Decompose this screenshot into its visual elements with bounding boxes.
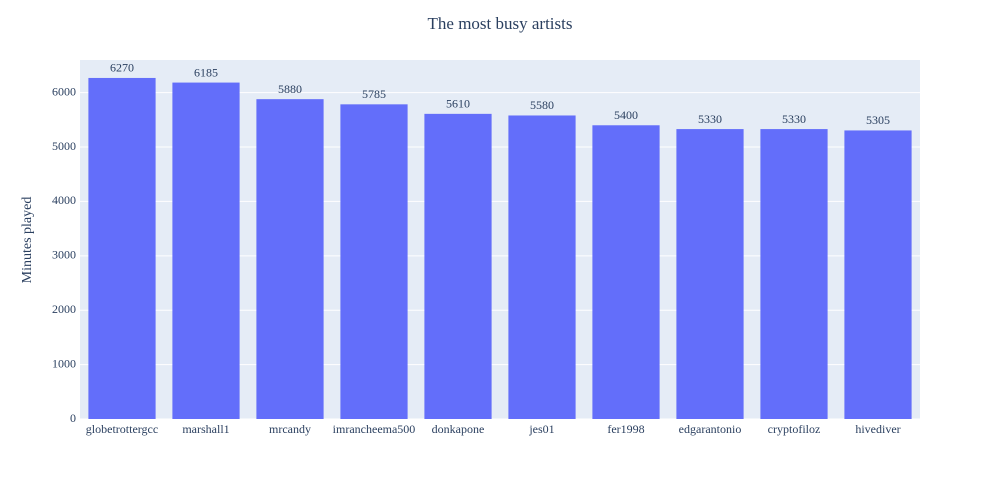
bar: [676, 129, 744, 419]
y-tick-label: 6000: [52, 84, 76, 98]
y-tick-label: 2000: [52, 302, 76, 316]
y-tick-label: 4000: [52, 193, 76, 207]
bar: [172, 82, 240, 419]
y-axis-label: Minutes played: [20, 197, 35, 284]
data-label: 5330: [698, 112, 722, 126]
data-label: 5610: [446, 97, 470, 111]
x-tick-label: globetrottergcc: [86, 422, 158, 436]
x-tick-label: fer1998: [607, 422, 644, 436]
chart-title: The most busy artists: [428, 14, 573, 33]
bar: [256, 99, 324, 419]
data-label: 6270: [110, 61, 134, 75]
data-label: 5305: [866, 113, 890, 127]
y-tick-label: 1000: [52, 356, 76, 370]
bar: [88, 77, 156, 419]
x-tick-label: cryptofiloz: [768, 422, 821, 436]
x-tick-label: donkapone: [432, 422, 485, 436]
data-label: 5330: [782, 112, 806, 126]
x-tick-label: hivediver: [855, 422, 900, 436]
bar: [592, 125, 660, 419]
data-label: 5785: [362, 87, 386, 101]
x-tick-label: imrancheema500: [333, 422, 416, 436]
bar: [508, 115, 576, 420]
x-tick-label: marshall1: [182, 422, 229, 436]
data-label: 5400: [614, 108, 638, 122]
y-tick-label: 0: [70, 411, 76, 425]
y-tick-label: 5000: [52, 139, 76, 153]
bar: [424, 113, 492, 419]
data-label: 5580: [530, 98, 554, 112]
bar: [760, 129, 828, 419]
bar: [340, 104, 408, 420]
x-tick-label: edgarantonio: [679, 422, 742, 436]
data-label: 5880: [278, 82, 302, 96]
y-tick-label: 3000: [52, 248, 76, 262]
x-tick-label: mrcandy: [269, 422, 311, 436]
x-tick-label: jes01: [528, 422, 554, 436]
data-label: 6185: [194, 65, 218, 79]
bar: [844, 130, 912, 419]
